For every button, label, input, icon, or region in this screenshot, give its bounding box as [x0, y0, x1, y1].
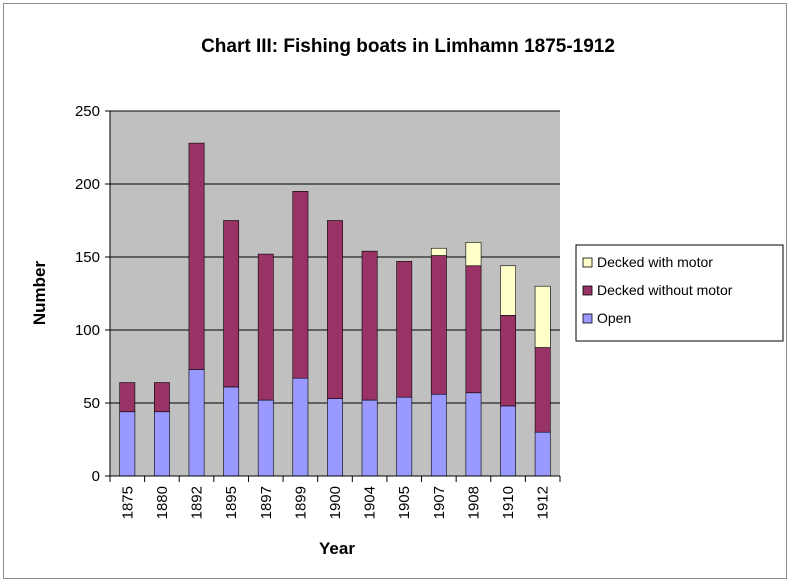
- bar-segment: [154, 382, 170, 413]
- x-tick-label: 1907: [431, 486, 448, 519]
- y-tick-label: 100: [75, 322, 100, 339]
- x-tick-label: 1904: [362, 486, 379, 519]
- bar-segment: [534, 285, 551, 348]
- x-tick-label: 1900: [327, 486, 344, 519]
- y-tick-labels: 0 50 100 150 200 250: [75, 103, 100, 485]
- x-axis-title: Year: [319, 539, 355, 558]
- bar-segment: [257, 399, 274, 477]
- x-tick-label: 1908: [465, 486, 482, 519]
- x-tick-label: 1910: [500, 486, 517, 519]
- legend-swatch: [582, 313, 593, 324]
- legend-swatch: [582, 285, 593, 296]
- y-tick-label: 150: [75, 249, 100, 266]
- legend-label: Decked without motor: [597, 282, 733, 298]
- x-tick-label: 1899: [292, 486, 309, 519]
- y-tick-label: 250: [75, 103, 100, 120]
- bar-segment: [534, 431, 551, 477]
- bar-segment: [292, 377, 309, 477]
- y-tick-label: 50: [83, 395, 100, 412]
- x-tick-label: 1895: [223, 486, 240, 519]
- bar-segment: [465, 265, 482, 394]
- bar-segment: [396, 396, 413, 477]
- bar-segment: [119, 411, 136, 477]
- bar-segment: [361, 399, 378, 477]
- x-tick-label: 1892: [189, 486, 206, 519]
- bars: [119, 142, 551, 477]
- bar-segment: [223, 220, 240, 388]
- x-tick-label: 1905: [396, 486, 413, 519]
- bar-segment: [430, 255, 447, 395]
- bar-segment: [465, 242, 482, 267]
- bar-segment: [361, 250, 378, 401]
- legend: Decked with motor Decked without motor Ope…: [575, 244, 784, 342]
- x-tick-label: 1912: [535, 486, 552, 519]
- bar-segment: [292, 191, 309, 379]
- bar-segment: [154, 411, 170, 477]
- x-tick-labels: 1875 1880 1892 1895 1897 1899 1900 1904 1905 1907…: [119, 486, 551, 519]
- bar-segment: [430, 247, 447, 256]
- legend-label: Decked with motor: [597, 254, 713, 270]
- x-tick-label: 1897: [258, 486, 275, 519]
- bar-segment: [327, 398, 343, 477]
- axes: [105, 110, 561, 482]
- x-tick-label: 1875: [119, 486, 136, 519]
- bar-segment: [396, 261, 413, 398]
- bar-segment: [223, 386, 240, 477]
- bar-segment: [500, 265, 516, 316]
- legend-swatch: [582, 257, 593, 268]
- bar-segment: [119, 382, 136, 413]
- legend-label: Open: [597, 310, 631, 326]
- bar-segment: [500, 315, 516, 407]
- legend-box: [575, 244, 784, 342]
- y-tick-label: 0: [92, 468, 100, 485]
- bar-segment: [430, 393, 447, 477]
- bar-segment: [188, 369, 205, 477]
- chart-title: Chart III: Fishing boats in Limhamn 1875…: [201, 36, 615, 57]
- bar-segment: [465, 392, 482, 477]
- bar-segment: [327, 220, 343, 399]
- bar-segment: [188, 142, 205, 370]
- bar-segment: [534, 347, 551, 433]
- y-tick-label: 200: [75, 176, 100, 193]
- y-axis-title: Number: [30, 261, 49, 326]
- bar-segment: [500, 405, 516, 477]
- bar-segment: [257, 253, 274, 401]
- x-tick-label: 1880: [154, 486, 171, 519]
